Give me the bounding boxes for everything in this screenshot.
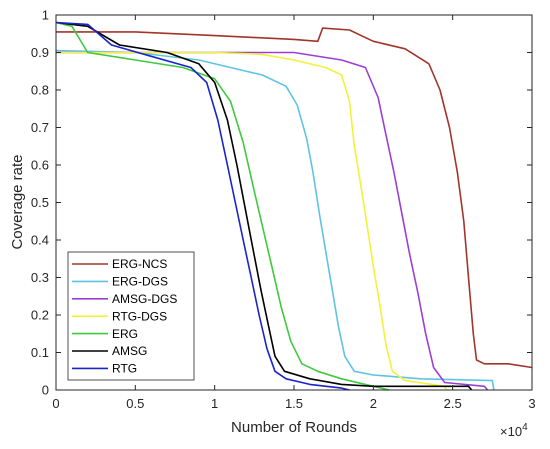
x-tick-label: 0.5	[126, 396, 144, 411]
series-line-erg	[55, 21, 390, 391]
series-layer	[55, 21, 533, 391]
x-tick-label: 3	[528, 396, 535, 411]
y-axis-label: Coverage rate	[9, 154, 26, 249]
x-tick-label: 2	[370, 396, 377, 411]
y-tick-label: 0.7	[31, 120, 49, 135]
series-line-erg-ncs	[56, 27, 533, 369]
legend-label-erg-ncs: ERG-NCS	[112, 257, 167, 271]
series-line-rtg-dgs	[56, 51, 448, 391]
x-axis-multiplier-exponent: 4	[522, 422, 528, 433]
x-tick-label: 2.5	[444, 396, 462, 411]
legend-label-erg: ERG	[112, 327, 138, 341]
y-tick-label: 1	[42, 8, 49, 23]
x-tick-label: 1.5	[285, 396, 303, 411]
legend: ERG-NCS ERG-DGS AMSG-DGS RTG-DGS ERG AMSG RTG	[67, 251, 195, 381]
legend-label-rtg-dgs: RTG-DGS	[112, 309, 167, 323]
y-tick-label: 0.4	[31, 233, 49, 248]
series-line-amsg-dgs	[56, 51, 489, 391]
y-tick-label: 0.2	[31, 308, 49, 323]
legend-label-erg-dgs: ERG-DGS	[112, 275, 168, 289]
x-axis-multiplier: ×104	[500, 422, 528, 439]
y-tick-label: 0.9	[31, 45, 49, 60]
legend-label-amsg: AMSG	[112, 344, 147, 358]
series-line-rtg	[55, 21, 350, 391]
y-tick-label: 0.5	[31, 195, 49, 210]
x-tick-label: 0	[52, 396, 59, 411]
series-line-erg-dgs	[55, 49, 495, 391]
legend-label-rtg: RTG	[112, 362, 137, 376]
legend-label-amsg-dgs: AMSG-DGS	[112, 292, 177, 306]
series-line-amsg	[55, 21, 473, 391]
y-tick-label: 0.3	[31, 270, 49, 285]
x-axis-multiplier-base: ×10	[500, 424, 522, 439]
x-axis-label: Number of Rounds	[231, 419, 357, 436]
y-tick-label: 0.8	[31, 83, 49, 98]
y-tick-label: 0.6	[31, 158, 49, 173]
ticks-layer: 0 0.5 1 1.5 2 2.5 3 0 0.1 0.2 0.3 0.4 0.5 0.6 0.7 0.8 0.…	[31, 8, 536, 412]
y-tick-label: 0	[42, 383, 49, 398]
x-tick-label: 1	[211, 396, 218, 411]
y-tick-label: 0.1	[31, 345, 49, 360]
